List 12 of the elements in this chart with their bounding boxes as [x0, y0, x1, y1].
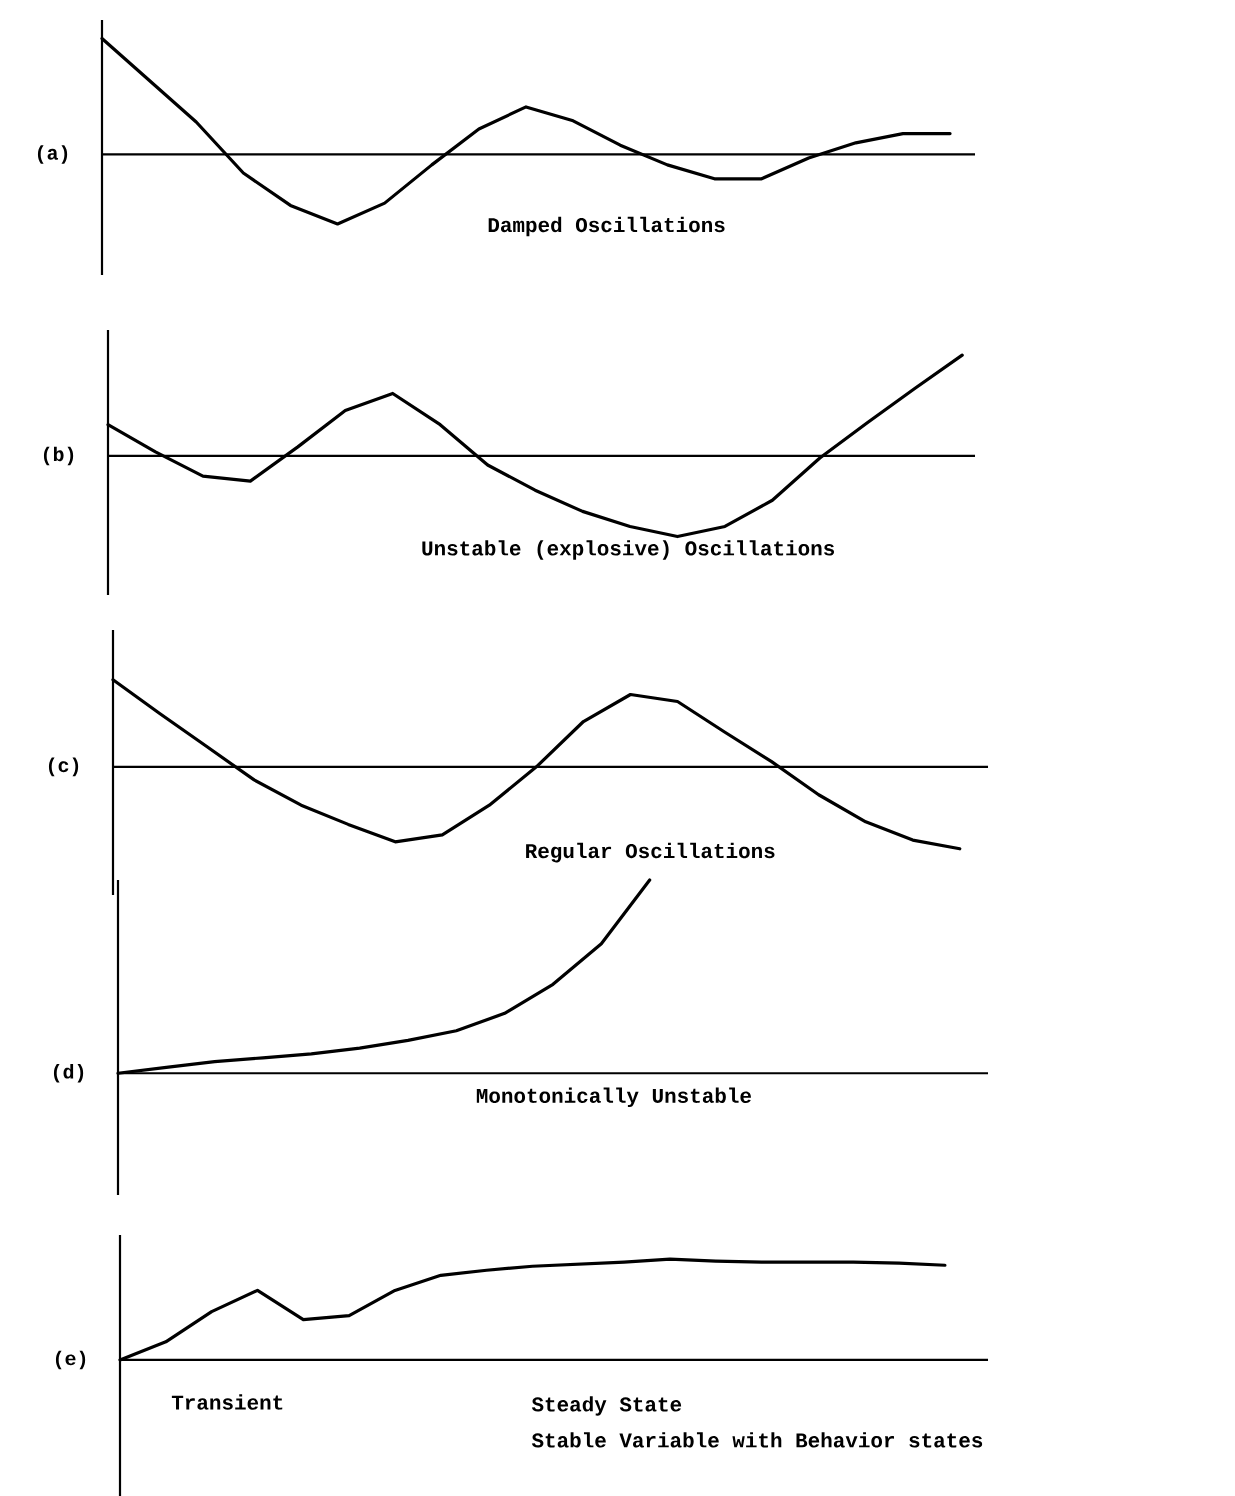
y-axis-title: (b)	[43, 446, 74, 466]
y-axis-title: (e)	[55, 1350, 86, 1370]
y-axis-title: (d)	[53, 1063, 84, 1083]
annotation: Damped Oscillations	[488, 216, 725, 237]
text: Steady State	[531, 1396, 682, 1416]
text: Transient	[171, 1394, 283, 1410]
y-axis-title: (a)	[37, 145, 68, 164]
annotation: Regular Oscillations	[526, 842, 775, 863]
text: Unstable (explosive) Oscillations	[422, 540, 835, 560]
text: Monotonically Unstable	[476, 1087, 751, 1108]
text: Stable Variable with Behavior states	[531, 1432, 983, 1448]
y-axis-title: (c)	[48, 757, 79, 777]
